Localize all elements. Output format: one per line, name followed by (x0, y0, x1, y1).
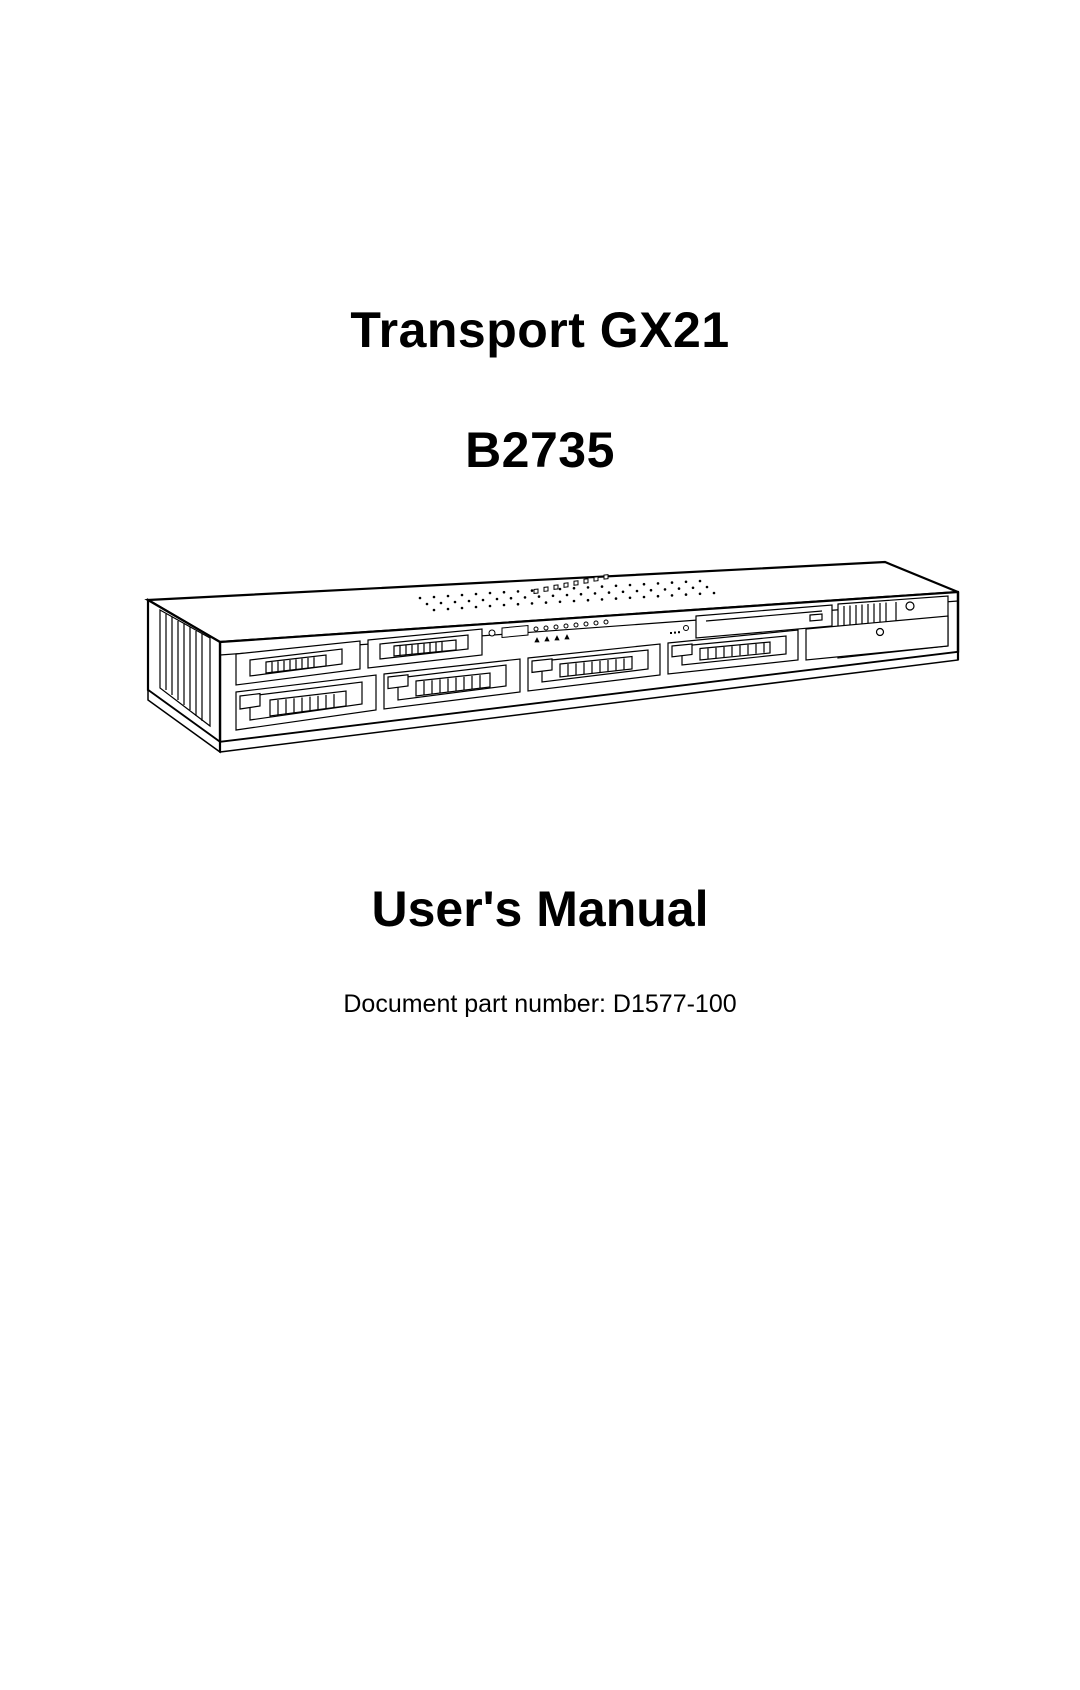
model-number: B2735 (0, 420, 1080, 480)
title-block: Transport GX21 B2735 (0, 300, 1080, 480)
product-name: Transport GX21 (0, 300, 1080, 360)
document-part-number: Document part number: D1577-100 (0, 990, 1080, 1019)
server-chassis-illustration (110, 520, 970, 820)
manual-cover-page: Transport GX21 B2735 (0, 0, 1080, 1690)
document-type: User's Manual (0, 880, 1080, 938)
